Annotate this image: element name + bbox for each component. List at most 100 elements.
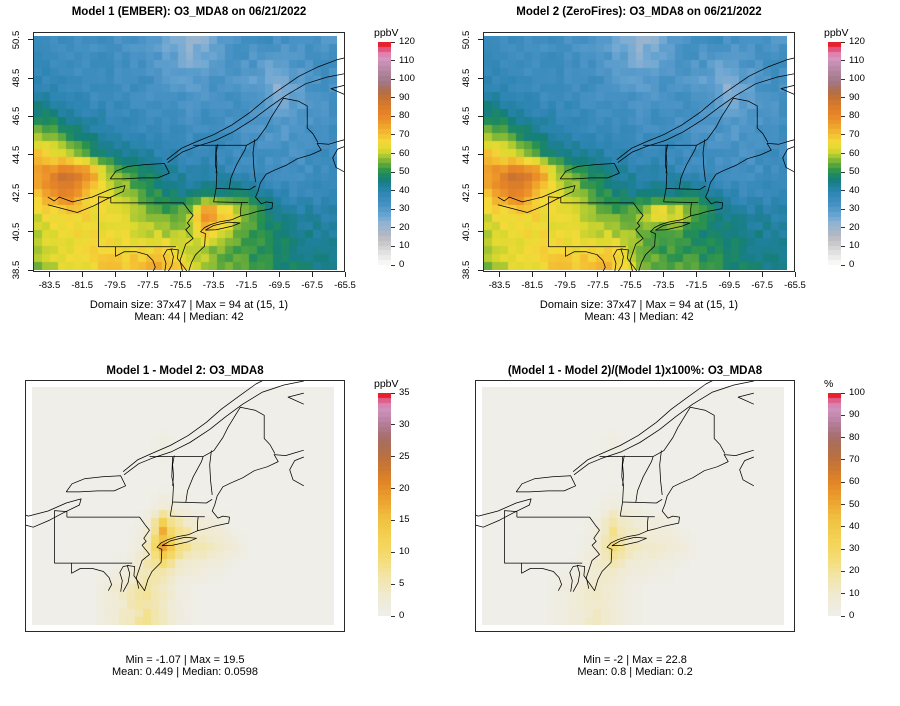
x-tick-label: -81.5 (71, 280, 94, 291)
colorbar-tick-label: 10 (399, 240, 410, 252)
y-tick-label: 44.5 (461, 145, 472, 165)
colorbar-tick-label: 90 (399, 91, 410, 103)
colorbar-tick-label: 70 (849, 128, 860, 140)
colorbar-tick-label: 110 (399, 54, 415, 66)
x-tick-label: -73.5 (202, 280, 225, 291)
panel-difference: Model 1 - Model 2: O3_MDA8 ppbV 0 5 10 15 20… (0, 353, 450, 706)
y-tick-label: 40.5 (11, 222, 22, 241)
x-tick-label: -75.5 (619, 280, 642, 291)
panel-title: (Model 1 - Model 2)/(Model 1)x100%: O3_M… (507, 365, 763, 377)
colorbar-tick-label: 30 (849, 203, 860, 215)
heatmap-raster (34, 36, 337, 270)
y-tick-label: 46.5 (461, 107, 472, 126)
colorbar-tick-label: 50 (849, 166, 860, 178)
x-tick-label: -69.5 (718, 280, 741, 291)
stats-line-2: Mean: 43 | Median: 42 (584, 311, 694, 323)
colorbar-tick-label: 80 (849, 431, 860, 443)
basemap-overlay (33, 32, 345, 272)
colorbar-tick-label: 100 (399, 73, 415, 85)
x-tick-label: -67.5 (751, 280, 773, 291)
x-tick-label: -69.5 (268, 280, 291, 291)
colorbar (378, 42, 391, 265)
colorbar-tick-label: 100 (849, 387, 865, 398)
colorbar-tick-label: 10 (849, 587, 860, 599)
colorbar (828, 42, 841, 265)
panel-model1: Model 1 (EMBER): O3_MDA8 on 06/21/2022 5… (0, 0, 450, 353)
x-tick-label: -75.5 (169, 280, 192, 291)
y-tick-label: 48.5 (461, 68, 472, 88)
colorbar-tick-label: 70 (849, 453, 860, 465)
colorbar-unit-label: ppbV (374, 378, 399, 390)
stats-line-1: Domain size: 37x47 | Max = 94 at (15, 1) (89, 299, 289, 311)
stats-line-1: Min = -2 | Max = 22.8 (583, 654, 687, 666)
x-tick-label: -65.5 (784, 280, 806, 291)
colorbar-unit-label: % (824, 378, 834, 390)
colorbar-tick-label: 5 (399, 578, 405, 590)
y-tick-label: 42.5 (11, 184, 22, 203)
colorbar-tick-label: 40 (849, 520, 860, 532)
basemap-overlay (475, 380, 795, 632)
colorbar-tick-label: 30 (399, 203, 410, 215)
colorbar-unit-label: ppbV (824, 27, 849, 39)
colorbar-unit-label: ppbV (374, 27, 399, 39)
colorbar-tick-label: 0 (399, 259, 405, 270)
stats-line-2: Mean: 0.449 | Median: 0.0598 (112, 666, 258, 678)
colorbar-tick-label: 90 (849, 91, 860, 103)
colorbar-tick-label: 50 (849, 498, 860, 510)
stats-line-2: Mean: 44 | Median: 42 (134, 311, 244, 323)
y-tick-label: 50.5 (461, 30, 472, 49)
x-tick-label: -77.5 (137, 280, 159, 291)
colorbar-tick-label: 60 (399, 147, 410, 159)
basemap-overlay (483, 32, 795, 272)
x-tick-label: -71.5 (685, 280, 708, 291)
heatmap-raster (482, 387, 784, 625)
basemap-overlay (25, 380, 345, 632)
colorbar-tick-label: 110 (849, 54, 865, 66)
colorbar-tick-label: 90 (849, 409, 860, 421)
colorbar-tick-label: 60 (849, 147, 860, 159)
panel-percent-difference: (Model 1 - Model 2)/(Model 1)x100%: O3_M… (450, 353, 900, 706)
colorbar-tick-label: 80 (399, 110, 410, 122)
colorbar (378, 393, 391, 616)
x-tick-label: -81.5 (521, 280, 544, 291)
colorbar-tick-label: 20 (399, 482, 410, 494)
colorbar-tick-label: 30 (399, 418, 410, 430)
panel-model2: Model 2 (ZeroFires): O3_MDA8 on 06/21/20… (450, 0, 900, 353)
y-tick-label: 38.5 (11, 260, 22, 280)
colorbar-tick-label: 50 (399, 166, 410, 178)
colorbar-tick-label: 60 (849, 476, 860, 488)
stats-line-2: Mean: 0.8 | Median: 0.2 (577, 666, 693, 678)
y-tick-label: 46.5 (11, 107, 22, 126)
panel-title: Model 2 (ZeroFires): O3_MDA8 on 06/21/20… (516, 6, 762, 18)
colorbar-tick-label: 10 (399, 546, 410, 558)
panel-title: Model 1 - Model 2: O3_MDA8 (106, 365, 264, 377)
stats-line-1: Min = -1.07 | Max = 19.5 (125, 654, 245, 666)
colorbar-tick-label: 10 (849, 240, 860, 252)
x-tick-label: -83.5 (488, 280, 511, 291)
colorbar-tick-label: 20 (849, 565, 860, 577)
colorbar-tick-label: 40 (849, 184, 860, 196)
x-tick-label: -71.5 (235, 280, 258, 291)
y-tick-label: 40.5 (461, 222, 472, 241)
heatmap-raster (32, 387, 334, 625)
x-tick-label: -67.5 (301, 280, 323, 291)
x-tick-label: -65.5 (334, 280, 356, 291)
colorbar-tick-label: 120 (399, 36, 415, 47)
y-tick-label: 48.5 (11, 68, 22, 88)
x-tick-label: -77.5 (587, 280, 609, 291)
y-tick-label: 42.5 (461, 184, 472, 203)
colorbar-tick-label: 70 (399, 128, 410, 140)
y-tick-label: 50.5 (11, 30, 22, 49)
x-tick-label: -79.5 (104, 280, 126, 291)
colorbar-tick-label: 100 (849, 73, 865, 85)
heatmap-raster (484, 36, 787, 270)
colorbar-tick-label: 120 (849, 36, 865, 47)
x-tick-label: -83.5 (38, 280, 61, 291)
colorbar-tick-label: 40 (399, 184, 410, 196)
colorbar-tick-label: 0 (849, 610, 855, 621)
stats-line-1: Domain size: 37x47 | Max = 94 at (15, 1) (539, 299, 739, 311)
x-tick-label: -73.5 (652, 280, 675, 291)
colorbar-tick-label: 15 (399, 514, 410, 526)
x-tick-label: -79.5 (554, 280, 576, 291)
